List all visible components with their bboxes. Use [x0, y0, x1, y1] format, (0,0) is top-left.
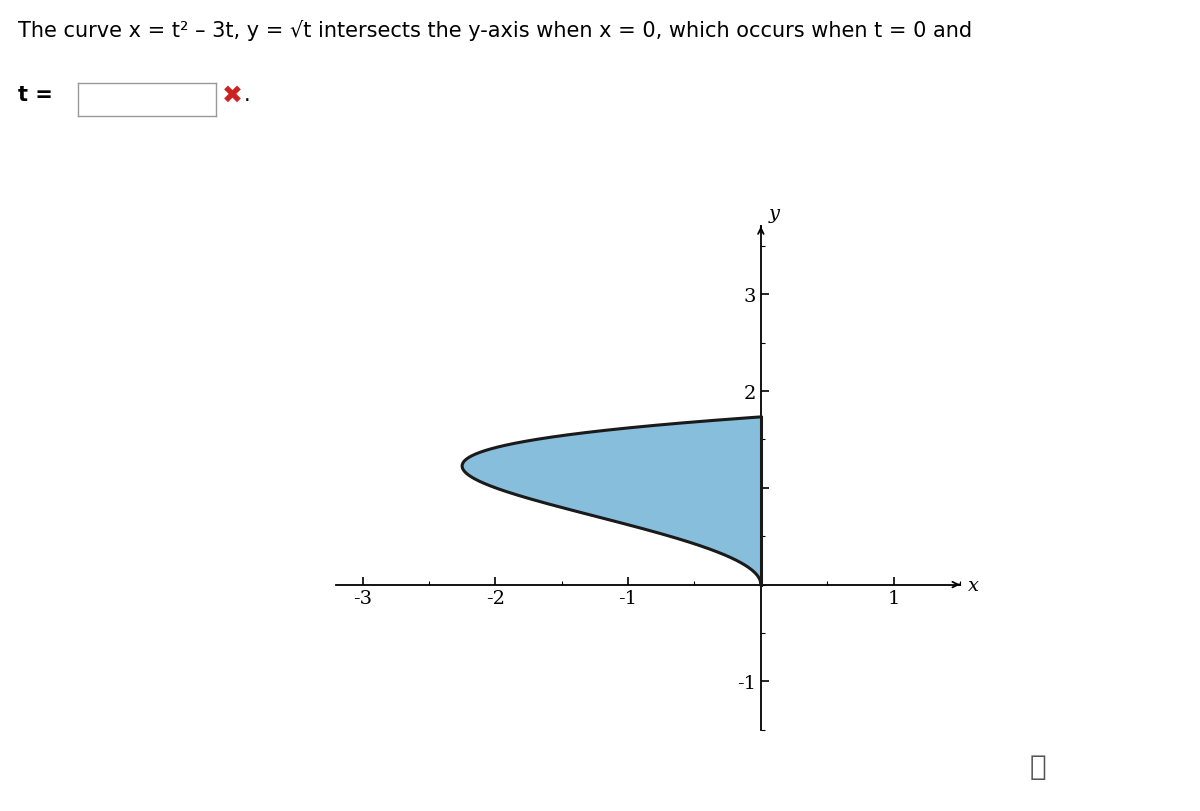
Text: The curve x = t² – 3t, y = √t intersects the y-axis when x = 0, which occurs whe: The curve x = t² – 3t, y = √t intersects…	[18, 20, 972, 41]
Text: .: .	[244, 85, 251, 105]
Text: t =: t =	[18, 85, 60, 105]
Text: ⓘ: ⓘ	[1030, 753, 1046, 780]
Text: x: x	[968, 576, 979, 594]
Text: ✖: ✖	[222, 84, 242, 108]
Text: y: y	[769, 204, 780, 222]
